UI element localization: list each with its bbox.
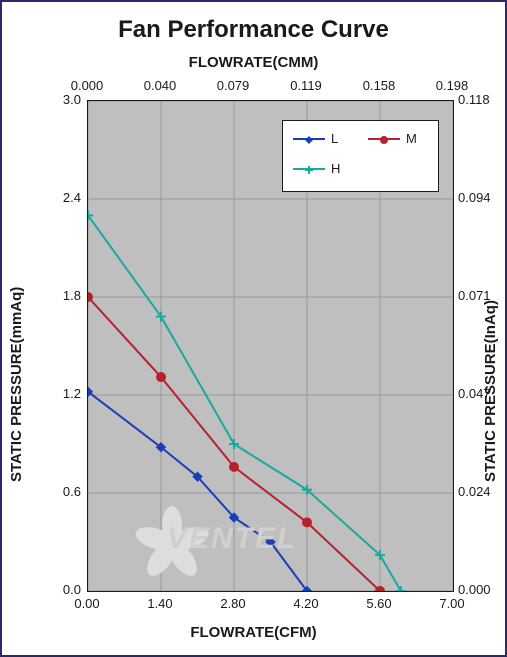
tick-label: 0.079 (217, 78, 250, 93)
legend-swatch (368, 138, 400, 140)
legend-swatch (293, 168, 325, 170)
tick-label: 3.0 (63, 92, 81, 107)
tick-label: 1.40 (147, 596, 172, 611)
tick-label: 2.4 (63, 190, 81, 205)
tick-label: 0.024 (458, 484, 491, 499)
tick-label: 0.158 (363, 78, 396, 93)
legend-label: H (331, 161, 340, 176)
legend-item-l: L (293, 131, 338, 146)
tick-label: 0.071 (458, 288, 491, 303)
legend-box: L M H (282, 120, 439, 192)
tick-label: 0.094 (458, 190, 491, 205)
tick-label: 0.047 (458, 386, 491, 401)
chart-title: Fan Performance Curve (2, 16, 505, 44)
tick-label: 0.00 (74, 596, 99, 611)
tick-label: 2.80 (220, 596, 245, 611)
tick-label: 5.60 (366, 596, 391, 611)
tick-label: 0.000 (71, 78, 104, 93)
tick-label: 0.000 (458, 582, 491, 597)
legend-label: M (406, 131, 417, 146)
legend-swatch (293, 138, 325, 140)
tick-label: 0.119 (290, 78, 322, 93)
legend-item-m: M (368, 131, 417, 146)
tick-label: 1.8 (63, 288, 81, 303)
tick-label: 0.6 (63, 484, 81, 499)
tick-label: 0.040 (144, 78, 177, 93)
chart-frame: Fan Performance Curve FLOWRATE(CMM) STAT… (0, 0, 507, 657)
tick-label: 1.2 (63, 386, 81, 401)
y-right-label: STATIC PRESSURE(InAq) (482, 202, 499, 482)
y-left-label: STATIC PRESSURE(mmAq) (8, 202, 25, 482)
tick-label: 0.0 (63, 582, 81, 597)
legend-label: L (331, 131, 338, 146)
legend-item-h: H (293, 161, 340, 176)
tick-label: 0.118 (458, 92, 490, 107)
tick-label: 7.00 (439, 596, 464, 611)
x-bottom-label: FLOWRATE(CFM) (2, 624, 505, 641)
tick-label: 0.198 (436, 78, 469, 93)
x-top-label: FLOWRATE(CMM) (2, 54, 505, 71)
tick-label: 4.20 (293, 596, 318, 611)
